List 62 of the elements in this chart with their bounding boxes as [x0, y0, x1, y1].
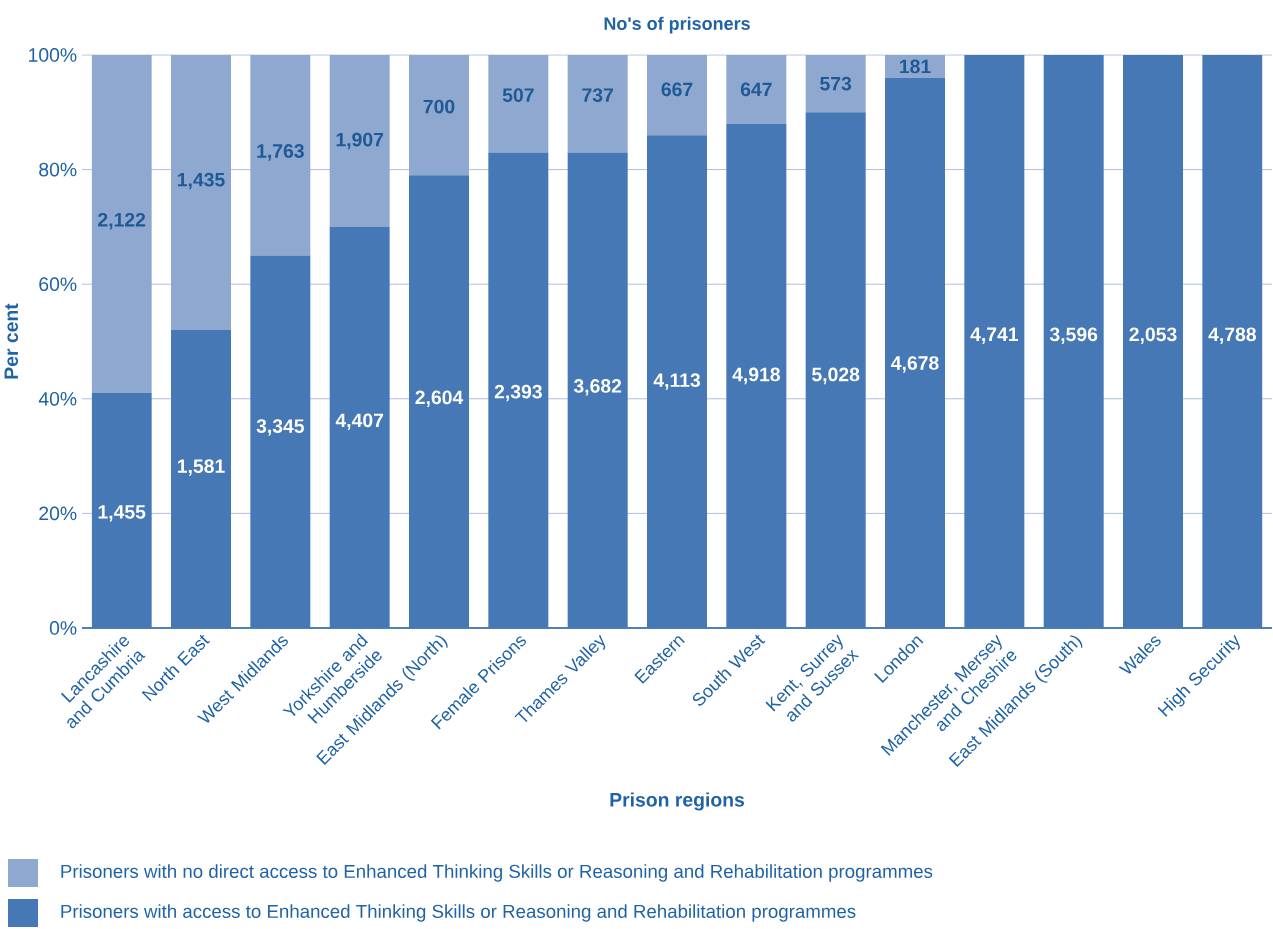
annotation: 4,113	[653, 373, 701, 390]
annotation: 2,053	[1129, 327, 1177, 345]
bar	[250, 255, 311, 628]
annotation: 1,435	[177, 172, 225, 190]
bar	[409, 54, 469, 176]
bar	[726, 54, 787, 124]
y-tick-label: 80%	[39, 162, 77, 177]
annotation: 2,122	[98, 212, 146, 230]
bar	[171, 330, 231, 628]
annotation: 4,918	[732, 367, 780, 385]
annotation: 1,455	[98, 505, 146, 522]
annotation: 573	[820, 76, 852, 91]
bar	[171, 54, 231, 331]
x-axis-title: Prison regions	[610, 792, 745, 811]
legend-label: Prisoners with access to Enhanced Thinking Skills or Reasoning and Rehabilitation programmes	[61, 904, 856, 922]
bar	[1202, 54, 1263, 628]
annotation: 700	[423, 99, 455, 114]
bar	[647, 135, 708, 628]
bar	[726, 123, 787, 628]
bar	[805, 54, 866, 113]
chart-title: No's of prisoners	[604, 16, 750, 34]
annotation: 1,763	[257, 144, 304, 161]
bar	[329, 54, 390, 227]
bar	[329, 226, 390, 628]
annotation: 1,581	[177, 459, 225, 476]
annotation: 3,345	[256, 419, 305, 436]
annotation: 667	[661, 82, 693, 97]
bar	[91, 54, 152, 394]
bar	[964, 54, 1025, 628]
y-tick-label: 40%	[38, 391, 77, 406]
y-tick-label: 20%	[39, 506, 77, 521]
bar	[488, 152, 549, 628]
bar	[805, 112, 866, 628]
bar	[488, 54, 549, 153]
annotation: 4,741	[970, 327, 1019, 344]
bar	[91, 393, 152, 628]
bar	[1043, 54, 1104, 628]
annotation: 4,407	[335, 413, 384, 430]
annotation: 1,907	[336, 132, 384, 150]
bar	[409, 175, 469, 628]
bar	[885, 77, 946, 628]
y-tick-label: 60%	[39, 277, 77, 292]
bar	[647, 54, 708, 136]
annotation: 4,788	[1208, 327, 1256, 345]
legend-label: Prisoners with no direct access to Enhanced Thinking Skills or Reasoning and Rehabilitation programmes	[61, 864, 933, 882]
bar	[250, 54, 311, 256]
annotation: 507	[502, 88, 534, 102]
y-tick-label: 0%	[49, 621, 77, 635]
annotation: 3,682	[573, 379, 622, 396]
bar	[1123, 54, 1184, 628]
y-tick-label: 100%	[29, 48, 77, 62]
annotation: 2,393	[494, 384, 542, 402]
annotation: 737	[582, 88, 613, 102]
annotation: 4,678	[891, 356, 939, 373]
annotation: 3,596	[1049, 327, 1098, 345]
annotation: 5,028	[812, 367, 860, 385]
annotation: 2,604	[415, 390, 464, 408]
bar	[567, 54, 628, 153]
annotation: 181	[900, 59, 931, 74]
bar	[567, 152, 628, 628]
y-axis-title: Per cent	[4, 303, 19, 379]
annotation: 647	[740, 82, 772, 97]
